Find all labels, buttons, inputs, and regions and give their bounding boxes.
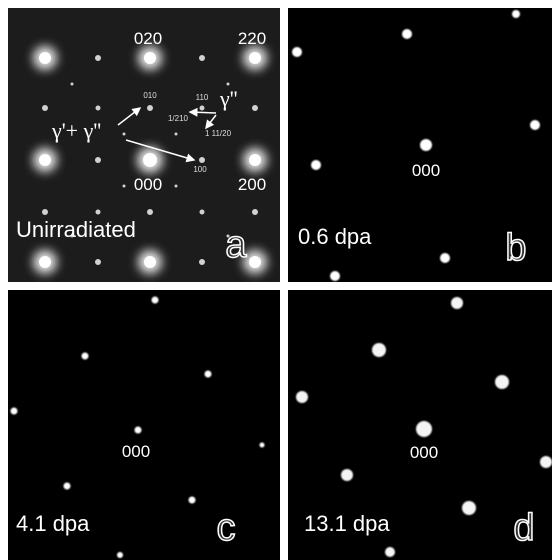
panel-caption: Unirradiated xyxy=(16,217,136,242)
spot-label: 000 xyxy=(134,175,162,194)
panel-d: 000 13.1 dpa d xyxy=(288,290,552,560)
figure: 020 220 000 200 010 110 1/210 1 11/20 10… xyxy=(0,0,560,560)
panel-c: 000 4.1 dpa c xyxy=(8,290,280,560)
panel-caption: 0.6 dpa xyxy=(298,224,372,249)
panel-letter: a xyxy=(225,224,247,266)
spot-label: 000 xyxy=(122,442,150,461)
spot-label: 220 xyxy=(238,29,266,48)
annotation: γ'+ γ'' xyxy=(51,118,101,143)
spot-label: 010 xyxy=(143,91,157,100)
spot-label: 1/210 xyxy=(168,114,189,123)
panel-b: 000 0.6 dpa b xyxy=(288,8,552,282)
panel-letter: d xyxy=(513,507,534,549)
spot-label: 000 xyxy=(412,161,440,180)
spot-label: 000 xyxy=(410,443,438,462)
spot-label: 200 xyxy=(238,175,266,194)
annotation: γ'' xyxy=(219,86,238,111)
spot-label: 1 11/20 xyxy=(205,129,232,138)
panel-letter: b xyxy=(505,227,526,269)
panel-caption: 4.1 dpa xyxy=(16,511,90,536)
spot-label: 110 xyxy=(196,93,209,102)
spot-label: 100 xyxy=(193,165,207,174)
panel-caption: 13.1 dpa xyxy=(304,511,390,536)
panel-a: 020 220 000 200 010 110 1/210 1 11/20 10… xyxy=(8,8,280,282)
spot-label: 020 xyxy=(134,29,162,48)
panel-letter: c xyxy=(217,507,236,549)
